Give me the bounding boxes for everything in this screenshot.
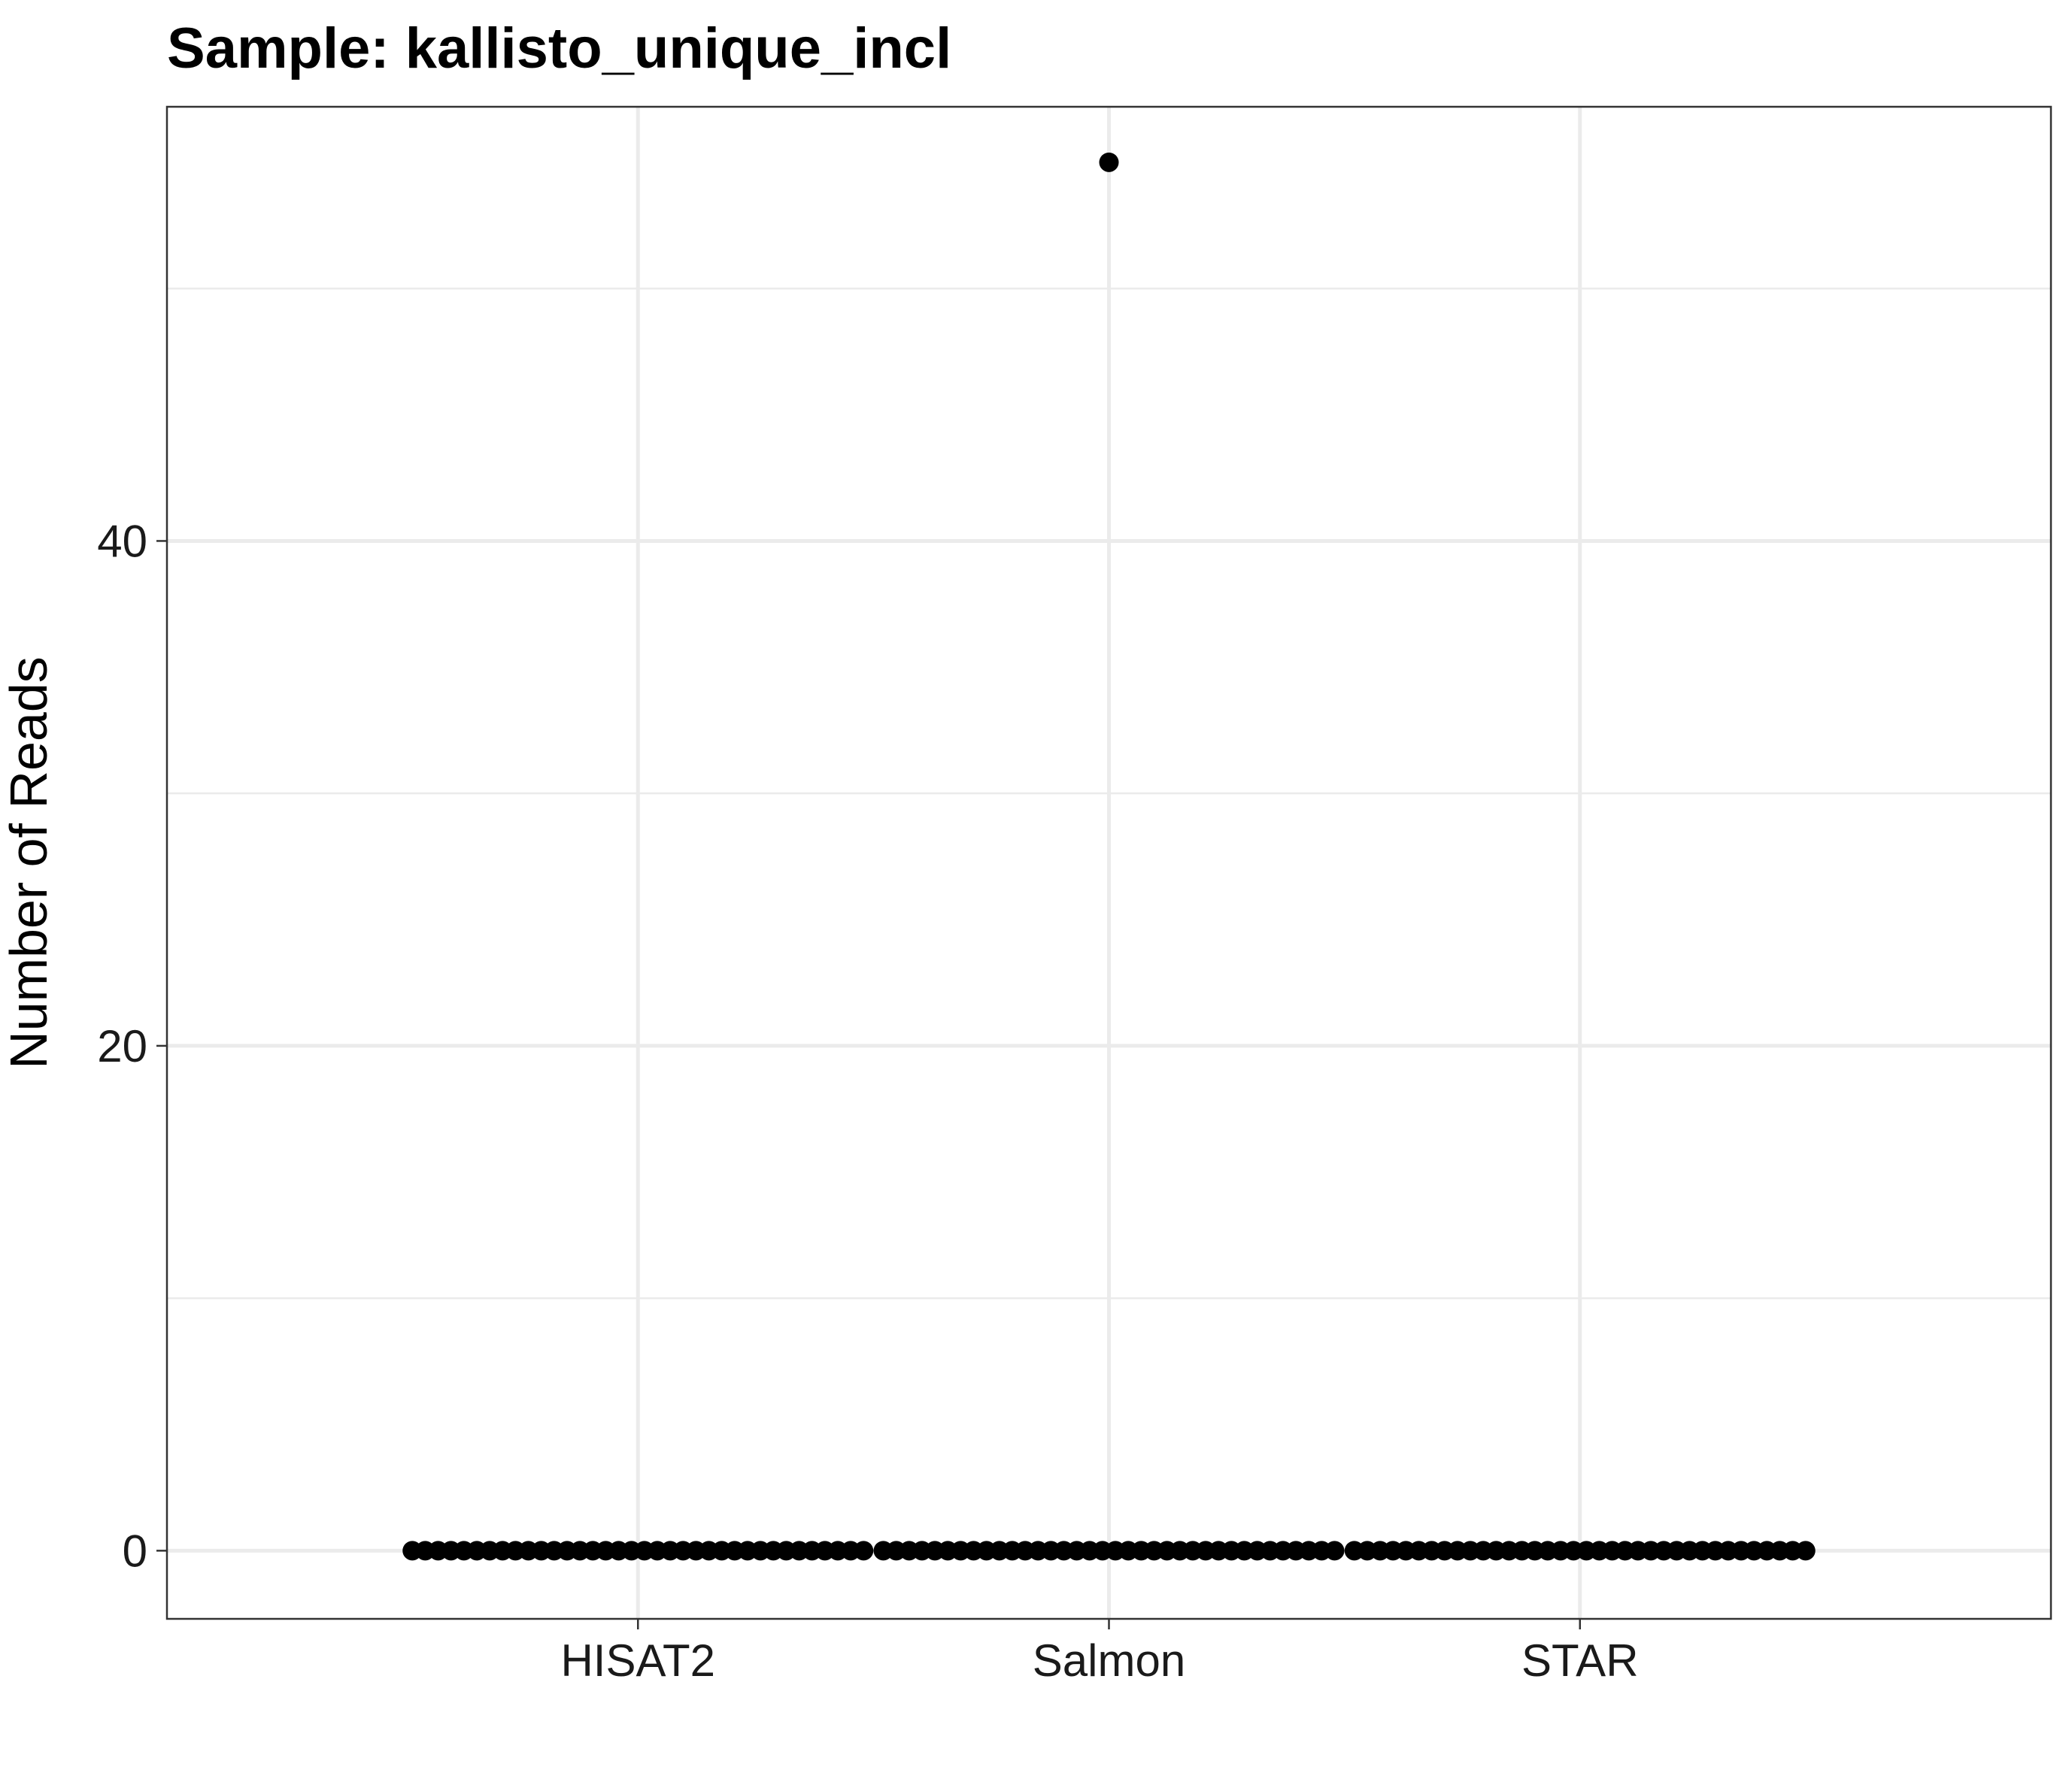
gridlines xyxy=(167,107,2051,1619)
y-tick-label: 0 xyxy=(123,1526,147,1576)
chart-title: Sample: kallisto_unique_incl xyxy=(167,17,951,80)
data-point xyxy=(854,1541,874,1561)
axes: 0 20 40 HISAT2 Salmon STAR xyxy=(97,516,1638,1686)
data-point xyxy=(1795,1541,1816,1561)
x-tick-label: Salmon xyxy=(1033,1635,1185,1686)
x-tick-label: HISAT2 xyxy=(560,1635,715,1686)
data-points xyxy=(402,152,1816,1561)
data-point xyxy=(1324,1541,1345,1561)
y-axis-title: Number of Reads xyxy=(0,656,58,1069)
x-tick-label: STAR xyxy=(1521,1635,1639,1686)
y-tick-label: 40 xyxy=(97,516,147,566)
data-point-outlier xyxy=(1099,152,1119,172)
y-tick-label: 20 xyxy=(97,1021,147,1071)
